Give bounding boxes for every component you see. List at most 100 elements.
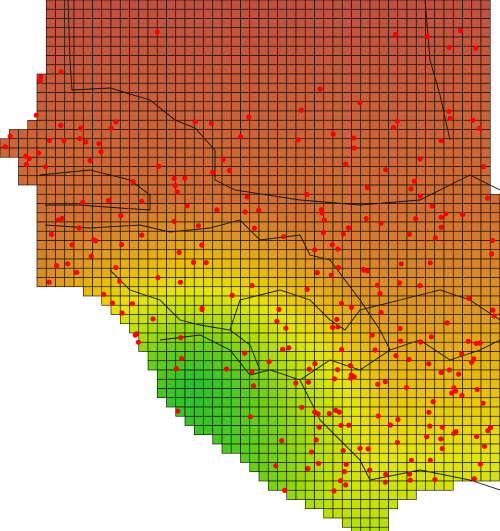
grid-cell <box>369 129 380 140</box>
grid-cell <box>267 295 278 306</box>
grid-cell <box>258 212 269 223</box>
grid-cell <box>452 323 463 334</box>
grid-cell <box>258 277 269 288</box>
grid-cell <box>489 452 500 463</box>
grid-cell <box>166 82 177 93</box>
station-dot <box>335 246 341 252</box>
grid-cell <box>110 110 121 121</box>
grid-cell <box>443 8 454 19</box>
grid-cell <box>360 332 371 343</box>
grid-cell <box>480 406 491 417</box>
grid-cell <box>258 73 269 84</box>
grid-cell <box>55 27 66 38</box>
grid-cell <box>378 184 389 195</box>
grid-cell <box>212 240 223 251</box>
grid-cell <box>480 129 491 140</box>
grid-cell <box>138 8 149 19</box>
station-dot <box>118 213 124 219</box>
grid-cell <box>166 240 177 251</box>
grid-cell <box>101 203 112 214</box>
station-dot <box>87 158 93 164</box>
grid-cell <box>92 73 103 84</box>
grid-cell <box>267 443 278 454</box>
grid-cell <box>462 193 473 204</box>
station-dot <box>130 179 136 185</box>
grid-cell <box>323 415 334 426</box>
grid-cell <box>166 166 177 177</box>
grid-cell <box>92 119 103 130</box>
grid-cell <box>119 230 130 241</box>
grid-cell <box>323 55 334 66</box>
grid-cell <box>203 0 214 10</box>
station-dot <box>390 124 397 130</box>
grid-cell <box>295 462 306 473</box>
grid-cell <box>277 221 288 232</box>
grid-cell <box>64 193 75 204</box>
grid-cell <box>341 0 352 10</box>
grid-cell <box>36 230 47 241</box>
grid-cell <box>175 295 186 306</box>
grid-cell <box>397 489 408 500</box>
grid-cell <box>147 212 158 223</box>
grid-cell <box>369 489 380 500</box>
grid-cell <box>397 64 408 75</box>
grid-cell <box>351 184 362 195</box>
grid-cell <box>166 258 177 269</box>
grid-cell <box>452 462 463 473</box>
grid-cell <box>230 45 241 56</box>
grid-cell <box>175 221 186 232</box>
station-dot <box>345 225 352 231</box>
grid-cell <box>166 369 177 380</box>
grid-cell <box>378 110 389 121</box>
grid-cell <box>36 240 47 251</box>
grid-cell <box>314 36 325 47</box>
grid-cell <box>129 27 140 38</box>
grid-cell <box>462 82 473 93</box>
grid-cell <box>415 55 426 66</box>
grid-cell <box>360 434 371 445</box>
station-dot <box>184 203 190 209</box>
grid-cell <box>369 92 380 103</box>
grid-cell <box>221 147 232 158</box>
grid-cell <box>434 480 445 491</box>
grid-cell <box>489 378 500 389</box>
station-dot <box>135 339 141 345</box>
grid-cell <box>332 388 343 399</box>
grid-cell <box>129 304 140 315</box>
grid-cell <box>0 147 10 158</box>
grid-cell <box>434 295 445 306</box>
grid-cell <box>323 434 334 445</box>
grid-cell <box>332 110 343 121</box>
grid-cell <box>341 166 352 177</box>
grid-cell <box>286 175 297 186</box>
grid-cell <box>73 230 84 241</box>
station-dot <box>477 340 483 346</box>
grid-cell <box>452 360 463 371</box>
grid-cell <box>258 351 269 362</box>
grid-cell <box>452 314 463 325</box>
grid-cell <box>184 295 195 306</box>
station-dot <box>449 390 455 396</box>
grid-cell <box>156 119 167 130</box>
grid-cell <box>341 8 352 19</box>
grid-cell <box>175 82 186 93</box>
grid-cell <box>110 27 121 38</box>
grid-cell <box>203 249 214 260</box>
grid-cell <box>221 138 232 149</box>
grid-cell <box>240 249 251 260</box>
grid-cell <box>45 175 56 186</box>
grid-cell <box>480 64 491 75</box>
grid-cell <box>230 406 241 417</box>
grid-cell <box>378 55 389 66</box>
grid-cell <box>351 378 362 389</box>
grid-cell <box>258 443 269 454</box>
grid-cell <box>406 36 417 47</box>
grid-cell <box>378 18 389 29</box>
station-dot <box>179 356 185 362</box>
station-dot <box>378 309 384 316</box>
grid-cell <box>184 286 195 297</box>
grid-cell <box>332 434 343 445</box>
grid-cell <box>175 388 186 399</box>
grid-cell <box>323 203 334 214</box>
grid-cell <box>304 8 315 19</box>
